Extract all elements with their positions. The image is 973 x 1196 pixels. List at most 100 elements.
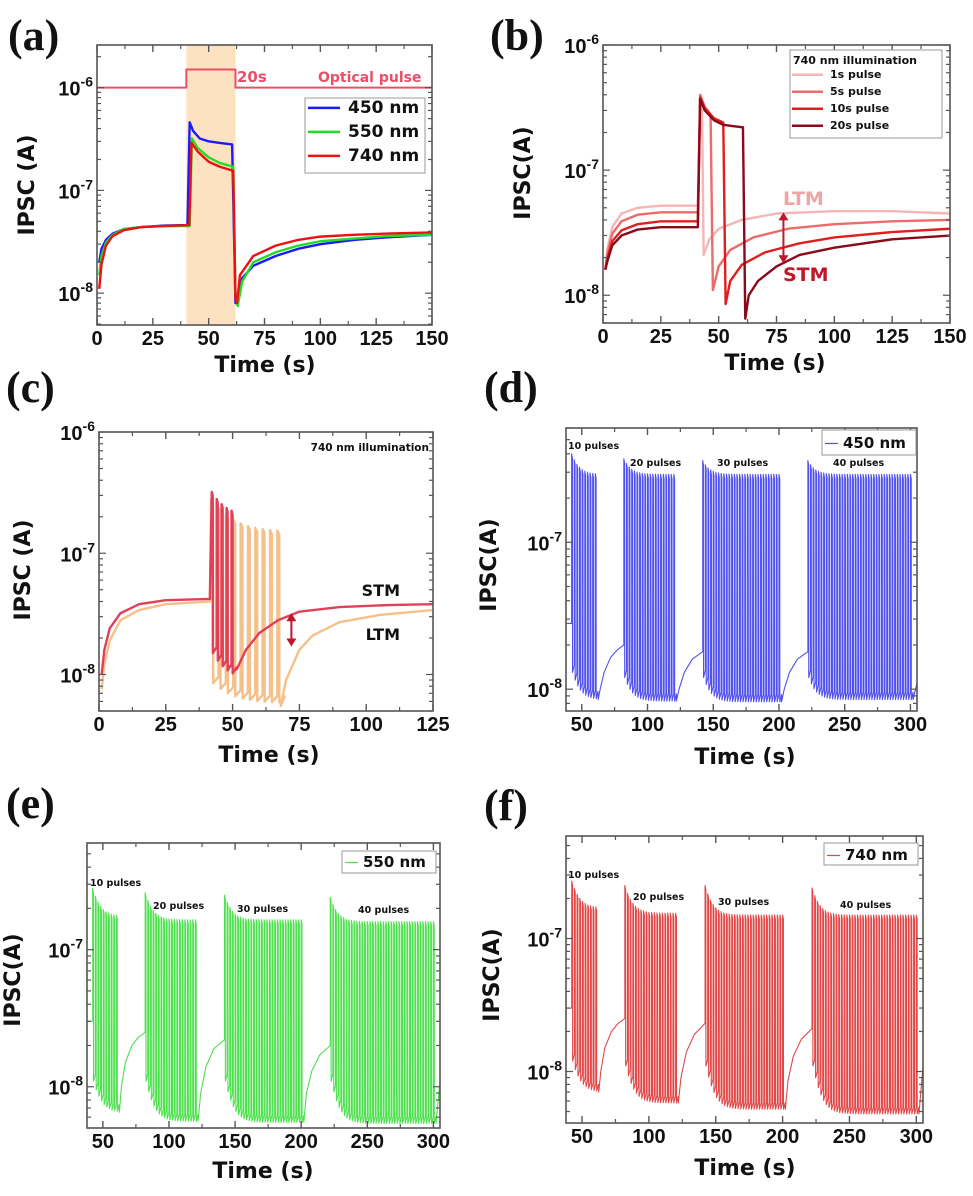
y-tick-exponent: -7 [71,936,84,952]
x-tick-label: 125 [416,714,449,736]
x-axis-label: Time (s) [212,1159,313,1184]
y-tick-base: 10 [60,666,82,688]
x-tick-label: 50 [708,326,730,348]
series-group [604,93,950,320]
x-axis-label: Time (s) [214,353,315,378]
series-group [100,490,433,708]
series-line-optical-pulse [97,68,432,89]
series-group [97,68,432,308]
x-tick-label: 200 [284,1131,317,1153]
legend-entry: 5s pulse [830,85,882,98]
x-tick-label: 300 [900,1126,933,1148]
series-line-550-nm [87,887,440,1124]
plot-frame [86,842,441,1129]
x-tick-label: 150 [415,328,448,350]
x-tick-label: 100 [632,1126,665,1148]
y-tick-label: 10-7 [48,936,83,963]
y-tick-exponent: -8 [550,1058,563,1074]
panel-letter: (b) [490,11,544,60]
x-tick-label: 50 [92,1131,114,1153]
panel-letter: (e) [6,779,55,828]
y-tick-label: 10-7 [527,925,562,952]
annotation-label: 10 pulses [90,878,141,889]
x-axis-label: Time (s) [694,1156,795,1181]
legend-entry: 740 nm [348,146,419,166]
legend-entry: 20s pulse [830,119,889,132]
annotation-label: LTM [783,188,824,210]
annotation-label: 40 pulses [840,900,891,911]
legend-entry: 10s pulse [830,102,889,115]
y-axis-label: IPSC (A) [11,519,36,620]
y-tick-base: 10 [60,423,82,445]
y-tick-exponent: -7 [550,925,563,941]
annotation-label: 20 pulses [153,901,204,912]
y-tick-base: 10 [58,79,80,101]
series-group [566,453,917,703]
legend-entry: 450 nm [843,434,906,452]
y-tick-exponent: -7 [83,539,96,555]
annotation-label: 40 pulses [358,905,409,916]
series-line-10s-pulse [604,96,950,306]
y-tick-base: 10 [58,181,80,203]
y-axis-label: IPSC(A) [1,933,26,1026]
legend-title: 740 nm illumination [793,54,917,67]
annotation-label: 20s [237,68,267,86]
x-axis-label: Time (s) [218,743,319,768]
x-tick-label: 50 [571,1126,593,1148]
annotation-label: 740 nm illumination [311,442,429,454]
y-tick-base: 10 [60,544,82,566]
x-tick-label: 75 [765,326,787,348]
y-tick-exponent: -6 [83,418,96,434]
panel-letter: (a) [8,11,59,60]
annotation-label: STM [783,264,829,286]
x-tick-label: 25 [650,326,672,348]
y-tick-exponent: -8 [83,661,96,677]
legend-entry: 450 nm [348,98,419,118]
x-tick-label: 250 [833,1126,866,1148]
y-tick-base: 10 [564,161,586,183]
series-line-20s-pulse [604,97,950,320]
y-tick-base: 10 [527,680,549,702]
x-tick-label: 125 [875,326,908,348]
annotation-label: 10 pulses [568,441,619,452]
y-tick-base: 10 [48,1078,70,1100]
x-tick-label: 200 [766,1126,799,1148]
y-tick-label: 10-8 [60,661,95,688]
x-tick-label: 0 [93,714,104,736]
y-tick-label: 10-6 [564,31,599,58]
arrow-head-up [778,212,789,221]
x-axis-label: Time (s) [724,351,825,376]
y-tick-label: 10-8 [58,279,93,306]
series-group [87,887,440,1124]
annotation-label: 40 pulses [833,458,884,469]
series-group [566,880,923,1115]
legend-entry: 1s pulse [830,68,882,81]
arrow-head-down [286,638,297,647]
x-tick-label: 75 [288,714,310,736]
y-tick-label: 10-8 [527,675,562,702]
y-tick-label: 10-7 [58,176,93,203]
x-tick-label: 50 [221,714,243,736]
y-axis-label: IPSC(A) [477,518,502,611]
x-tick-label: 100 [152,1131,185,1153]
x-tick-label: 100 [631,714,664,736]
x-tick-label: 100 [818,326,851,348]
y-tick-base: 10 [527,1063,549,1085]
y-tick-exponent: -7 [550,528,563,544]
x-tick-label: 200 [762,714,795,736]
annotation-label: 30 pulses [718,897,769,908]
y-axis-label: IPSC(A) [511,126,536,219]
y-axis-label: IPSC (A) [15,134,40,235]
y-tick-exponent: -7 [81,176,94,192]
y-tick-exponent: -6 [587,31,600,47]
x-tick-label: 150 [699,1126,732,1148]
y-tick-label: 10-7 [527,528,562,555]
y-tick-base: 10 [564,286,586,308]
x-tick-label: 250 [351,1131,384,1153]
x-tick-label: 25 [142,328,164,350]
legend-box [341,850,437,874]
